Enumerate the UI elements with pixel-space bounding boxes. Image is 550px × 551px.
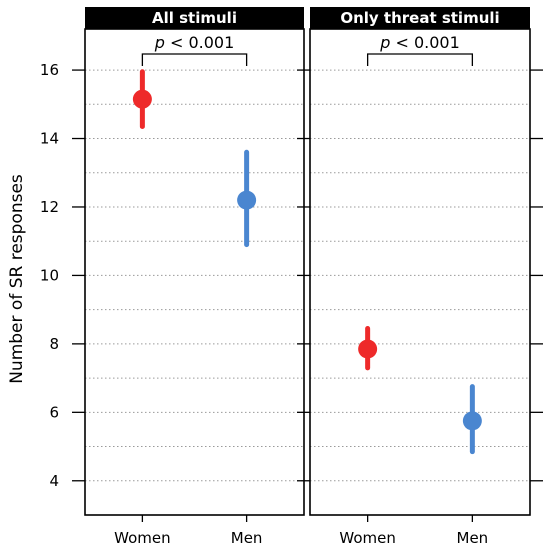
significance-bracket bbox=[141, 53, 248, 66]
y-tick-label: 14 bbox=[40, 130, 59, 148]
y-tick-label: 8 bbox=[49, 335, 59, 353]
y-tick-label: 10 bbox=[40, 266, 59, 284]
data-point bbox=[132, 89, 152, 109]
panel-title: All stimuli bbox=[152, 9, 237, 27]
plot-layer: 4 6 8 10 12 14 16 All stimuli Women Men p < 0.001 O… bbox=[40, 7, 543, 547]
y-tick-label: 12 bbox=[40, 198, 59, 216]
panel-title: Only threat stimuli bbox=[340, 9, 499, 27]
panel-strip bbox=[310, 7, 530, 29]
data-point bbox=[237, 190, 257, 210]
y-tick-label: 4 bbox=[49, 472, 59, 490]
significance-label: p < 0.001 bbox=[379, 33, 460, 52]
data-point bbox=[462, 411, 482, 431]
y-axis-title: Number of SR responses bbox=[7, 174, 27, 384]
x-tick-label: Women bbox=[339, 529, 395, 547]
data-point bbox=[358, 339, 378, 359]
significance-label: p < 0.001 bbox=[154, 33, 235, 52]
panel-border bbox=[84, 28, 305, 516]
x-tick-label: Men bbox=[231, 529, 263, 547]
significance-bracket bbox=[366, 53, 474, 66]
panel-strip bbox=[85, 7, 304, 29]
y-tick-label: 6 bbox=[49, 403, 59, 421]
y-tick-label: 16 bbox=[40, 61, 59, 79]
panel-border bbox=[309, 28, 531, 516]
x-tick-label: Women bbox=[114, 529, 170, 547]
x-tick-label: Men bbox=[457, 529, 489, 547]
